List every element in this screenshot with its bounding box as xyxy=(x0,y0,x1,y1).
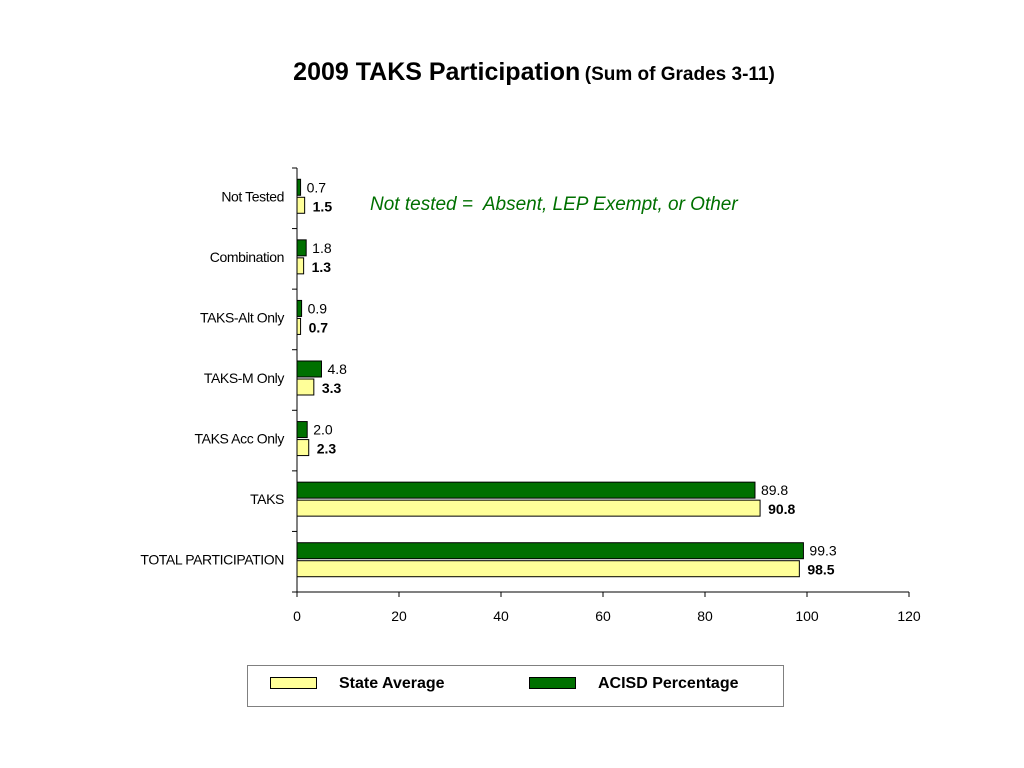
data-label-acisd-total-participation: 99.3 xyxy=(809,543,836,559)
bar-acisd-not-tested xyxy=(296,178,302,196)
legend-label-state-average: State Average xyxy=(339,675,445,692)
data-label-acisd-combination: 1.8 xyxy=(312,240,332,256)
bar-state-total-participation xyxy=(296,560,800,578)
x-tick-label-60: 60 xyxy=(595,608,611,624)
bar-state-taks xyxy=(296,499,761,517)
category-label-combination: Combination xyxy=(210,249,284,265)
bar-acisd-total-participation xyxy=(296,542,804,560)
data-label-acisd-taks: 89.8 xyxy=(761,482,788,498)
legend-swatch-acisd-percentage xyxy=(529,677,576,689)
annotation-note: Not tested = Absent, LEP Exempt, or Othe… xyxy=(370,194,738,215)
bar-acisd-combination xyxy=(296,239,307,257)
category-label-total-participation: TOTAL PARTICIPATION xyxy=(140,552,284,568)
bar-state-not-tested xyxy=(296,196,306,214)
x-tick-label-40: 40 xyxy=(493,608,509,624)
data-label-acisd-taks-acc-only: 2.0 xyxy=(313,422,333,438)
bar-acisd-taks-alt-only xyxy=(296,299,303,317)
chart-title: 2009 TAKS Participation (Sum of Grades 3… xyxy=(0,58,1024,87)
chart-title-main: 2009 TAKS Participation xyxy=(293,58,581,86)
data-label-state-taks-acc-only: 2.3 xyxy=(317,441,337,457)
legend-label-acisd-percentage: ACISD Percentage xyxy=(598,675,739,692)
bar-state-combination xyxy=(296,257,305,275)
legend: State Average ACISD Percentage xyxy=(247,665,784,707)
data-label-state-combination: 1.3 xyxy=(312,259,332,275)
x-tick-label-120: 120 xyxy=(897,608,921,624)
category-label-taks-alt-only: TAKS-Alt Only xyxy=(200,309,284,325)
category-label-taks-m-only: TAKS-M Only xyxy=(204,370,285,386)
data-label-acisd-not-tested: 0.7 xyxy=(307,179,327,195)
data-label-state-total-participation: 98.5 xyxy=(807,562,834,578)
x-tick-label-100: 100 xyxy=(795,608,819,624)
chart-title-sub: (Sum of Grades 3-11) xyxy=(584,64,775,85)
legend-swatch-state-average xyxy=(270,677,317,689)
bar-state-taks-alt-only xyxy=(296,317,302,335)
data-label-state-taks: 90.8 xyxy=(768,501,795,517)
category-label-taks: TAKS xyxy=(250,491,284,507)
data-label-state-taks-m-only: 3.3 xyxy=(322,380,342,396)
data-label-acisd-taks-alt-only: 0.9 xyxy=(308,300,328,316)
bar-state-taks-m-only xyxy=(296,378,315,396)
data-label-state-taks-alt-only: 0.7 xyxy=(309,319,329,335)
x-tick-label-80: 80 xyxy=(697,608,713,624)
bar-acisd-taks-m-only xyxy=(296,360,322,378)
category-label-not-tested: Not Tested xyxy=(221,188,284,204)
bar-acisd-taks-acc-only xyxy=(296,421,308,439)
x-tick-label-20: 20 xyxy=(391,608,407,624)
data-label-state-not-tested: 1.5 xyxy=(313,198,333,214)
data-label-acisd-taks-m-only: 4.8 xyxy=(327,361,347,377)
category-label-taks-acc-only: TAKS Acc Only xyxy=(195,431,285,447)
x-tick-label-0: 0 xyxy=(293,608,301,624)
bar-acisd-taks xyxy=(296,481,756,499)
bar-state-taks-acc-only xyxy=(296,439,310,457)
